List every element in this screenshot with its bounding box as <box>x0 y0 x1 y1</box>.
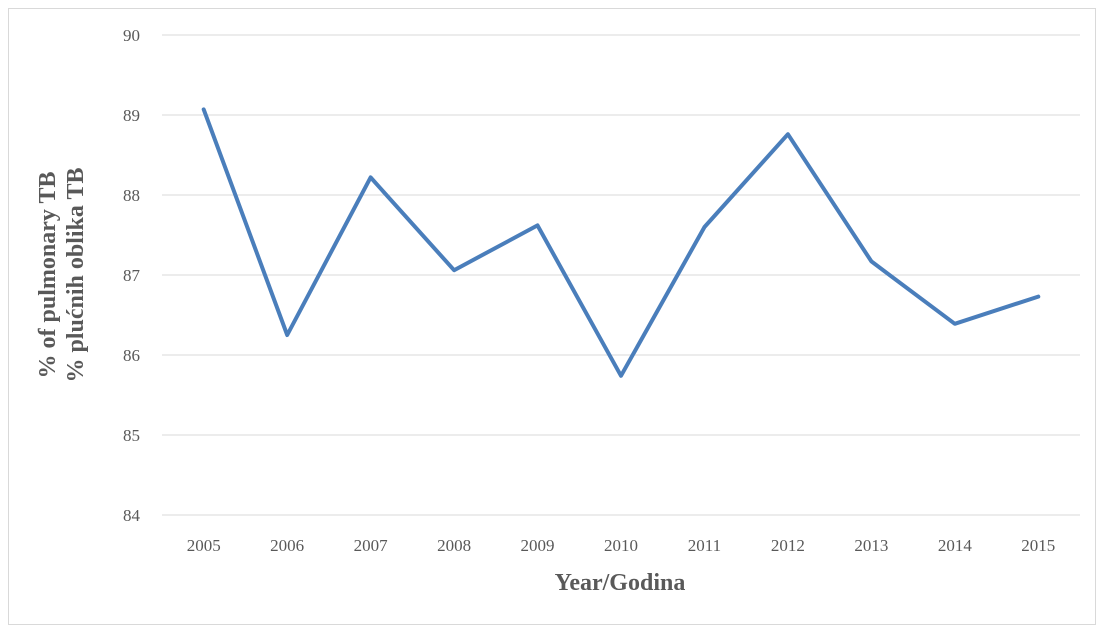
x-tick-label-2014: 2014 <box>938 536 973 555</box>
x-tick-label-2010: 2010 <box>604 536 638 555</box>
x-tick-labels: 2005 2006 2007 2008 2009 2010 2011 2012 2013 2014… <box>187 536 1056 555</box>
x-tick-label-2009: 2009 <box>521 536 555 555</box>
y-tick-label-89: 89 <box>123 106 140 125</box>
chart-frame <box>8 8 1096 625</box>
y-axis-title-line2: % plućnih oblika TB <box>63 168 89 383</box>
gridlines <box>162 34 1080 516</box>
x-tick-label-2008: 2008 <box>437 536 471 555</box>
x-tick-label-2013: 2013 <box>854 536 888 555</box>
y-tick-labels: 84 85 86 87 88 89 90 <box>123 26 141 525</box>
y-tick-label-84: 84 <box>123 506 141 525</box>
y-tick-label-87: 87 <box>123 266 141 285</box>
x-tick-label-2005: 2005 <box>187 536 221 555</box>
y-tick-label-88: 88 <box>123 186 140 205</box>
x-tick-label-2006: 2006 <box>270 536 304 555</box>
x-tick-label-2007: 2007 <box>354 536 389 555</box>
x-tick-label-2015: 2015 <box>1021 536 1055 555</box>
y-tick-label-86: 86 <box>123 346 140 365</box>
y-tick-label-85: 85 <box>123 426 140 445</box>
y-tick-label-90: 90 <box>123 26 140 45</box>
series-line <box>201 107 1041 378</box>
x-axis-title: Year/Godina <box>555 570 686 596</box>
y-axis-title-line1: % of pulmonary TB <box>35 172 61 379</box>
x-tick-label-2011: 2011 <box>688 536 721 555</box>
x-tick-label-2012: 2012 <box>771 536 805 555</box>
